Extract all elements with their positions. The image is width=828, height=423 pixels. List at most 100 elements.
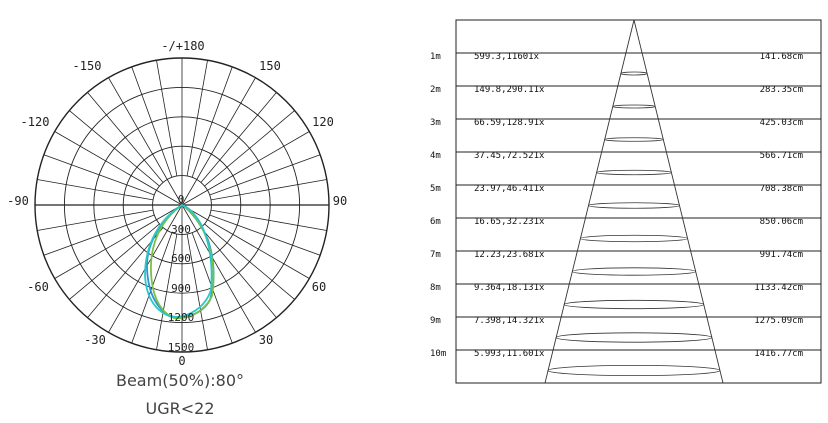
grid-spoke xyxy=(191,66,233,178)
row-values: 7.398,14.321x xyxy=(474,316,545,326)
angle-label-neg90: -90 xyxy=(7,194,29,208)
row-diameter: 141.68cm xyxy=(760,52,803,62)
cone-ellipse xyxy=(563,299,705,310)
grid-spoke xyxy=(156,233,178,350)
grid-spoke xyxy=(54,131,183,206)
grid-spoke xyxy=(43,154,155,196)
radial-label-0: 0 xyxy=(178,193,185,206)
grid-spoke xyxy=(204,223,295,300)
cone-ellipse xyxy=(580,234,688,243)
cone-ellipse xyxy=(555,332,713,343)
table-row: 10m 5.993,11.601x 1416.77cm xyxy=(430,349,803,359)
angle-label-neg120: -120 xyxy=(21,115,50,129)
cone-ellipse xyxy=(620,71,648,76)
radial-label-1500: 1500 xyxy=(168,341,195,354)
angle-label-neg60: -60 xyxy=(27,280,49,294)
row-diameter: 425.03cm xyxy=(760,118,803,128)
polar-curves xyxy=(144,203,215,320)
grid-spoke xyxy=(209,214,321,256)
angle-label-0: 0 xyxy=(178,354,185,368)
angle-label-neg150: -150 xyxy=(73,59,102,73)
cone-ellipse xyxy=(571,267,697,276)
row-distance: 1m xyxy=(430,52,441,62)
row-diameter: 991.74cm xyxy=(760,250,803,260)
cone-drawing xyxy=(544,19,724,384)
grid-spoke xyxy=(200,92,277,183)
polar-grid xyxy=(34,57,330,353)
row-values: 37.45,72.521x xyxy=(474,151,545,161)
radial-label-900: 900 xyxy=(171,282,191,295)
table-row: 7m 12.23,23.681x 991.74cm xyxy=(430,250,803,260)
angle-label-90: 90 xyxy=(333,194,347,208)
row-diameter: 1275.09cm xyxy=(754,316,803,326)
grid-spoke xyxy=(37,209,154,231)
row-values: 66.59,128.91x xyxy=(474,118,545,128)
row-distance: 5m xyxy=(430,184,441,194)
table-border xyxy=(455,19,822,384)
table-grid xyxy=(455,19,822,384)
angle-label-60: 60 xyxy=(312,280,326,294)
row-diameter: 708.38cm xyxy=(760,184,803,194)
row-diameter: 1416.77cm xyxy=(754,349,803,359)
grid-spoke xyxy=(87,92,164,183)
grid-spoke xyxy=(204,110,295,187)
row-values: 149.8,290.11x xyxy=(474,85,545,95)
cone-right-edge xyxy=(633,19,724,384)
table-row: 1m 599.3,11601x 141.68cm xyxy=(430,52,803,62)
table-row: 6m 16.65,32.231x 850.06cm xyxy=(430,217,803,227)
grid-spoke xyxy=(200,227,277,318)
grid-spoke xyxy=(69,110,160,187)
radial-label-600: 600 xyxy=(171,252,191,265)
cone-left-edge xyxy=(544,19,635,384)
angle-label-neg30: -30 xyxy=(84,333,106,347)
angle-label-120: 120 xyxy=(312,115,334,129)
grid-spoke xyxy=(209,154,321,196)
grid-spoke xyxy=(210,179,327,201)
radial-label-1200: 1200 xyxy=(168,311,195,324)
angle-label-180: -/+180 xyxy=(161,39,204,53)
cone-ellipse xyxy=(604,137,664,142)
grid-spoke xyxy=(181,204,256,333)
table-row: 2m 149.8,290.11x 283.35cm xyxy=(430,85,803,95)
row-diameter: 283.35cm xyxy=(760,85,803,95)
row-values: 9.364,18.131x xyxy=(474,283,545,293)
grid-spoke xyxy=(131,232,173,344)
grid-spoke xyxy=(69,223,160,300)
row-distance: 10m xyxy=(430,349,446,359)
row-values: 5.993,11.601x xyxy=(474,349,545,359)
grid-spoke xyxy=(43,214,155,256)
grid-spoke xyxy=(156,60,178,177)
row-diameter: 1133.42cm xyxy=(754,283,803,293)
row-values: 23.97,46.411x xyxy=(474,184,545,194)
row-values: 599.3,11601x xyxy=(474,52,540,62)
angle-label-30: 30 xyxy=(259,333,273,347)
table-row: 4m 37.45,72.521x 566.71cm xyxy=(430,151,803,161)
grid-spoke xyxy=(108,77,183,206)
grid-spoke xyxy=(37,179,154,201)
grid-spoke xyxy=(131,66,173,178)
row-values: 12.23,23.681x xyxy=(474,250,545,260)
beam-angle-text: Beam(50%):80° xyxy=(115,371,244,390)
grid-spoke xyxy=(210,209,327,231)
row-distance: 6m xyxy=(430,217,441,227)
row-distance: 9m xyxy=(430,316,441,326)
polar-diagram: -/+180 -150 150 -120 120 -90 90 -60 60 -… xyxy=(7,39,347,368)
row-distance: 2m xyxy=(430,85,441,95)
row-diameter: 850.06cm xyxy=(760,217,803,227)
grid-spoke xyxy=(54,204,183,279)
grid-spoke xyxy=(186,60,208,177)
angle-label-150: 150 xyxy=(259,59,281,73)
table-row: 8m 9.364,18.131x 1133.42cm xyxy=(430,283,803,293)
illuminance-table: 1m 599.3,11601x 141.68cm 2m 149.8,290.11x 283… xyxy=(430,19,822,384)
row-distance: 8m xyxy=(430,283,441,293)
radial-label-300: 300 xyxy=(171,223,191,236)
cone-ellipse xyxy=(612,104,656,109)
cone-ellipse xyxy=(596,169,672,176)
cone-ellipse xyxy=(588,202,680,209)
grid-spoke xyxy=(181,131,310,206)
table-row: 3m 66.59,128.91x 425.03cm xyxy=(430,118,803,128)
grid-spoke xyxy=(186,233,208,350)
ugr-text: UGR<22 xyxy=(145,399,215,418)
table-row: 9m 7.398,14.321x 1275.09cm xyxy=(430,316,803,326)
grid-spoke xyxy=(181,77,256,206)
